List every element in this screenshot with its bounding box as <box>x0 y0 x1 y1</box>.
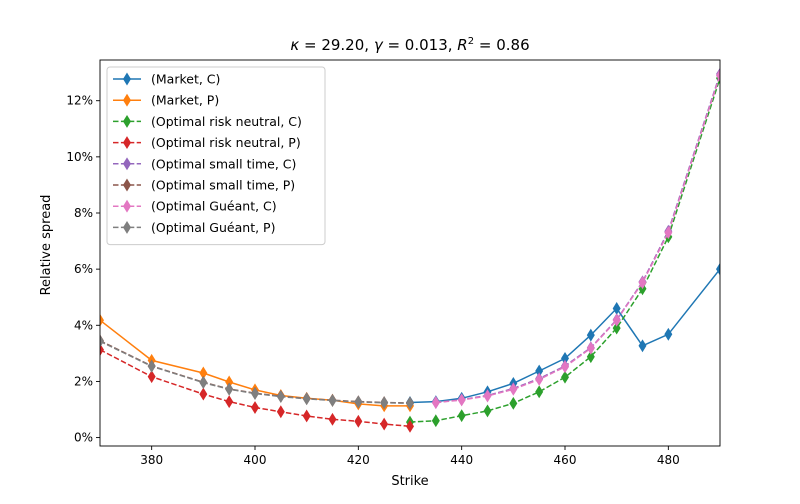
y-tick-label-6: 12% <box>66 94 93 108</box>
data-point-s2-2 <box>457 409 466 423</box>
data-point-s3-5 <box>276 405 285 419</box>
data-point-s6-3 <box>509 382 518 396</box>
title-r2-value: = 0.86 <box>474 36 530 54</box>
legend-marker-1 <box>123 93 131 107</box>
plot-area <box>100 67 720 433</box>
y-tick-label-0: 0% <box>74 431 93 445</box>
y-tick-label-1: 2% <box>74 374 93 388</box>
data-point-s3-4 <box>251 401 259 414</box>
data-point-s6-4 <box>535 373 544 386</box>
data-point-s6-7 <box>612 313 621 327</box>
title-kappa-symbol: κ <box>290 36 299 54</box>
y-tick-label-5: 10% <box>66 150 93 164</box>
data-point-s6-8 <box>638 276 647 290</box>
series-line-4 <box>435 73 720 404</box>
legend-label-4: (Optimal small time, C) <box>151 156 296 171</box>
y-axis-label: Relative spread <box>39 195 54 296</box>
legend-label-3: (Optimal risk neutral, P) <box>151 135 301 150</box>
legend-marker-3 <box>123 136 131 150</box>
data-point-s6-5 <box>561 360 569 374</box>
y-tick-label-2: 4% <box>74 318 93 332</box>
legend-marker-0 <box>123 72 131 86</box>
data-point-s0-10 <box>664 327 673 341</box>
data-point-s2-8 <box>612 321 621 335</box>
plot-frame <box>99 59 721 447</box>
data-point-s7-8 <box>354 395 363 409</box>
legend-label-7: (Optimal Guéant, P) <box>151 220 275 235</box>
chart-title: κ = 29.20, γ = 0.013, R2 = 0.86 <box>290 36 529 54</box>
legend-label-1: (Market, P) <box>151 93 219 108</box>
data-point-s7-7 <box>328 394 337 407</box>
x-tick-label-1: 400 <box>244 453 267 467</box>
data-point-s6-9 <box>664 226 673 240</box>
data-point-s3-0 <box>100 343 104 357</box>
title-gamma-value: = 0.013, <box>383 36 458 54</box>
data-point-s6-6 <box>586 341 595 355</box>
data-point-s3-6 <box>302 409 311 423</box>
series-group <box>100 67 720 433</box>
data-point-s3-10 <box>406 419 414 433</box>
legend-marker-2 <box>123 114 131 128</box>
title-kappa-value: = 29.20, <box>299 36 374 54</box>
data-point-s7-3 <box>225 382 234 396</box>
data-point-s3-9 <box>380 417 389 431</box>
title-r2-exponent: 2 <box>468 36 474 47</box>
legend-label-5: (Optimal small time, P) <box>151 178 295 193</box>
data-point-s3-2 <box>199 387 208 401</box>
legend-box <box>106 66 326 246</box>
data-point-s6-1 <box>457 393 466 407</box>
x-tick-label-3: 440 <box>450 453 473 467</box>
data-point-s7-9 <box>380 396 389 410</box>
legend-label-0: (Market, C) <box>151 72 220 87</box>
data-point-s7-5 <box>276 390 285 404</box>
data-point-s7-10 <box>406 396 414 410</box>
legend-label-2: (Optimal risk neutral, C) <box>151 114 302 129</box>
legend-marker-7 <box>123 220 131 234</box>
data-point-s7-1 <box>147 359 156 373</box>
data-point-s7-2 <box>199 376 208 390</box>
legend-marker-4 <box>123 157 131 171</box>
data-point-s0-9 <box>638 339 647 353</box>
legend-marker-5 <box>123 178 131 192</box>
data-point-s0-11 <box>716 262 720 276</box>
data-point-s7-4 <box>251 387 259 400</box>
data-point-s2-7 <box>586 350 595 364</box>
x-axis-label: Strike <box>391 474 428 489</box>
title-r2-symbol: R <box>457 36 467 54</box>
data-point-s6-2 <box>483 389 492 403</box>
data-point-s2-5 <box>535 385 544 399</box>
legend: (Market, C) (Market, P) (Optimal risk neut… <box>106 66 326 246</box>
x-tick-label-4: 460 <box>554 453 577 467</box>
data-point-s3-8 <box>354 414 363 428</box>
x-tick-label-0: 380 <box>140 453 163 467</box>
series-line-0 <box>409 268 720 404</box>
series-line-6 <box>435 75 720 404</box>
data-point-s2-3 <box>483 404 492 418</box>
data-point-s7-0 <box>100 334 104 348</box>
axes: 380 400 420 440 460 480 0% 2% 4% 6% 8% 10% 12% <box>66 59 721 467</box>
data-point-s2-6 <box>561 370 569 384</box>
data-point-s0-7 <box>586 328 595 342</box>
data-point-s6-0 <box>431 396 440 409</box>
legend-label-6: (Optimal Guéant, C) <box>151 199 277 214</box>
x-tick-label-2: 420 <box>347 453 370 467</box>
data-point-s6-10 <box>716 68 720 82</box>
y-tick-label-4: 8% <box>74 206 93 220</box>
data-point-s3-3 <box>225 395 234 409</box>
data-point-s3-7 <box>328 412 337 426</box>
data-point-s7-6 <box>302 392 311 406</box>
data-point-s2-4 <box>509 396 518 410</box>
legend-marker-6 <box>123 199 131 213</box>
data-point-s1-0 <box>100 313 104 327</box>
x-tick-label-5: 480 <box>657 453 680 467</box>
y-tick-label-3: 6% <box>74 262 93 276</box>
series-line-2 <box>409 77 720 423</box>
data-point-s2-1 <box>431 414 440 428</box>
data-point-s3-1 <box>147 370 156 384</box>
title-gamma-symbol: γ <box>374 36 384 54</box>
